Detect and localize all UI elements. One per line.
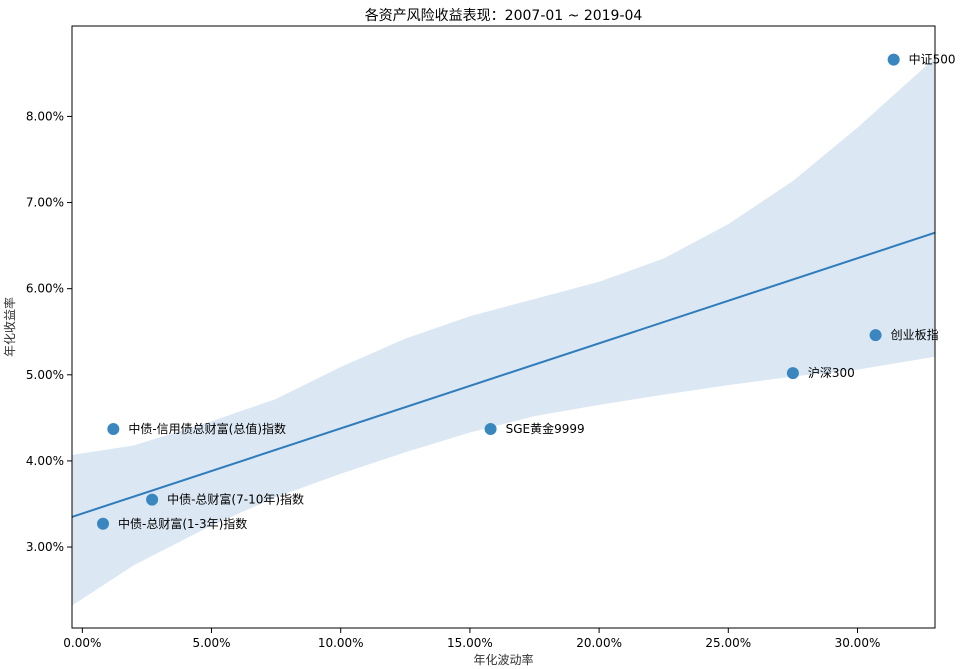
regression-line-layer: [71, 231, 936, 518]
x-tick-label: 20.00%: [576, 636, 622, 650]
x-tick-label: 10.00%: [318, 636, 364, 650]
plot-frame: [71, 25, 936, 629]
x-tick-label: 30.00%: [835, 636, 881, 650]
scatter-point: [869, 329, 882, 342]
y-axis-title: 年化收益率: [2, 297, 17, 357]
point-label: 中证500: [909, 52, 956, 67]
y-tick-label: 3.00%: [26, 540, 64, 554]
regression-line: [71, 231, 936, 518]
point-label: 创业板指: [891, 327, 939, 342]
y-tick-label: 6.00%: [26, 282, 64, 296]
axis-ticks-layer: 0.00% 5.00% 10.00% 15.00% 20.00% 25.00% 30.00%…: [26, 109, 880, 650]
scatter-point: [887, 53, 900, 66]
point-label: 沪深300: [808, 366, 855, 380]
y-tick-label: 4.00%: [26, 454, 64, 468]
y-tick-label: 8.00%: [26, 109, 64, 123]
scatter-points-layer: [97, 53, 900, 530]
x-axis-title: 年化波动率: [473, 652, 533, 667]
confidence-band-layer: [72, 57, 935, 606]
point-label: 中债-总财富(1-3年)指数: [118, 516, 247, 531]
scatter-point: [97, 517, 110, 530]
chart-title: 各资产风险收益表现：2007-01 ~ 2019-04: [365, 8, 643, 24]
confidence-band: [72, 57, 935, 606]
x-tick-label: 0.00%: [63, 636, 101, 650]
y-tick-label: 5.00%: [26, 368, 64, 382]
scatter-point: [786, 367, 799, 380]
y-tick-label: 7.00%: [26, 196, 64, 210]
x-tick-label: 15.00%: [447, 636, 493, 650]
scatter-point: [107, 423, 120, 436]
scatter-point: [146, 493, 159, 506]
point-label: SGE黄金9999: [506, 421, 585, 436]
point-label: 中债-总财富(7-10年)指数: [167, 492, 304, 507]
scatter-point: [484, 423, 497, 436]
point-label: 中债-信用债总财富(总值)指数: [128, 421, 286, 436]
x-tick-label: 5.00%: [192, 636, 230, 650]
x-tick-label: 25.00%: [705, 636, 751, 650]
